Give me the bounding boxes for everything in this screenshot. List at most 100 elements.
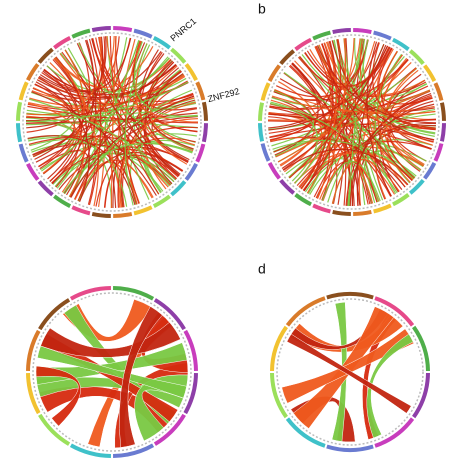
chord bbox=[52, 59, 96, 205]
ring-segment bbox=[408, 49, 425, 66]
ring-segment bbox=[26, 372, 41, 415]
chord bbox=[300, 43, 334, 189]
ring-segment bbox=[412, 325, 430, 372]
ring-segment bbox=[91, 211, 111, 218]
chord bbox=[34, 83, 75, 168]
ring-segment bbox=[153, 413, 186, 446]
chord bbox=[27, 105, 199, 124]
chord bbox=[321, 160, 381, 202]
chord bbox=[28, 98, 176, 181]
ring-segment bbox=[53, 194, 72, 208]
chord bbox=[282, 148, 409, 185]
chord bbox=[387, 118, 436, 179]
ring-segment bbox=[439, 102, 446, 121]
ring-segment bbox=[285, 417, 326, 448]
ring-segment bbox=[258, 123, 265, 142]
ring-segment bbox=[423, 162, 437, 180]
chord bbox=[273, 59, 409, 153]
ring-segment bbox=[71, 28, 91, 39]
chord bbox=[349, 103, 435, 206]
ring-segment bbox=[260, 143, 271, 162]
chord bbox=[41, 56, 169, 172]
ring-segment bbox=[332, 209, 351, 216]
chord bbox=[372, 42, 436, 129]
chord bbox=[283, 72, 422, 171]
inner-ring bbox=[32, 292, 192, 452]
chord bbox=[351, 93, 432, 207]
chord bbox=[70, 95, 195, 198]
ring-segment bbox=[133, 28, 153, 39]
chord bbox=[275, 39, 369, 98]
ring-segment bbox=[439, 123, 446, 142]
chord bbox=[78, 42, 194, 151]
chord bbox=[49, 62, 123, 208]
chord bbox=[354, 38, 436, 134]
ring-segment bbox=[374, 417, 415, 448]
ring-segment bbox=[152, 36, 171, 50]
chord bbox=[151, 99, 196, 161]
ring-segment bbox=[353, 209, 372, 216]
chord bbox=[150, 74, 196, 146]
chord bbox=[358, 54, 404, 206]
ring-segment bbox=[423, 64, 437, 82]
inner-ring bbox=[264, 34, 440, 210]
ring-segment bbox=[16, 101, 23, 121]
chord bbox=[76, 43, 180, 177]
ring-segment bbox=[392, 37, 410, 51]
chord bbox=[314, 46, 433, 146]
chord bbox=[26, 36, 102, 116]
gene-label: ZNF292 bbox=[207, 86, 241, 104]
chord bbox=[376, 50, 411, 183]
ring-segment bbox=[18, 81, 29, 101]
chord bbox=[306, 41, 337, 194]
chord bbox=[110, 36, 117, 209]
chord bbox=[275, 89, 430, 158]
ring-segment bbox=[69, 286, 112, 301]
ring-segment bbox=[270, 325, 288, 372]
ring-segment bbox=[69, 443, 112, 458]
ring-segment bbox=[258, 102, 265, 121]
chord bbox=[316, 38, 347, 199]
ring-segment bbox=[112, 443, 155, 458]
ring-segment bbox=[26, 329, 41, 372]
ring-segment bbox=[183, 329, 198, 372]
ring-segment bbox=[433, 143, 444, 162]
ring-segment bbox=[433, 82, 444, 101]
ring-segment bbox=[18, 143, 29, 163]
ring-segment bbox=[38, 298, 71, 331]
ring-segment bbox=[312, 30, 331, 41]
chord bbox=[31, 91, 157, 196]
ring-segment bbox=[152, 194, 171, 208]
ring-segment bbox=[285, 296, 326, 327]
ring-segment bbox=[374, 296, 415, 327]
chord bbox=[78, 151, 183, 202]
ring-segment bbox=[270, 372, 288, 419]
chord bbox=[303, 39, 342, 192]
chord bbox=[106, 36, 199, 123]
ring-segment bbox=[26, 162, 40, 181]
chord bbox=[53, 46, 154, 89]
chord bbox=[269, 58, 409, 110]
ring-segment bbox=[195, 81, 206, 101]
chord bbox=[374, 53, 403, 195]
chord bbox=[277, 62, 412, 163]
chord bbox=[289, 47, 393, 179]
ring-segment bbox=[373, 30, 392, 41]
panel-letter: d bbox=[258, 261, 266, 277]
chord bbox=[118, 306, 163, 448]
chord bbox=[124, 43, 148, 206]
ring-segment bbox=[260, 82, 271, 101]
ring-segment bbox=[183, 372, 198, 415]
chord bbox=[303, 44, 385, 192]
chord bbox=[35, 365, 81, 427]
ring-segment bbox=[279, 49, 296, 66]
ring-segment bbox=[294, 193, 312, 207]
ring-segment bbox=[408, 178, 425, 195]
ring-segment bbox=[37, 47, 54, 64]
ring-segment bbox=[312, 203, 331, 214]
ring-segment bbox=[201, 123, 208, 143]
chord bbox=[26, 70, 182, 119]
chord bbox=[26, 112, 198, 124]
chord bbox=[316, 45, 437, 124]
